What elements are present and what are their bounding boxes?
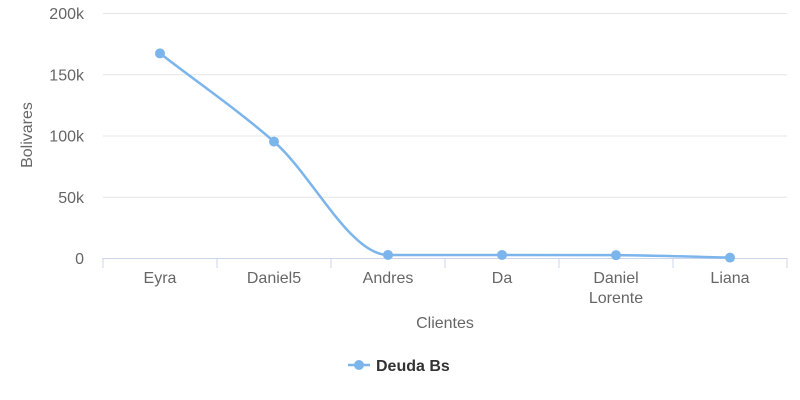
x-tick-label: Da — [492, 270, 513, 287]
x-axis — [102, 258, 788, 268]
data-point[interactable] — [725, 252, 735, 263]
x-tick-label: Daniel5 — [247, 270, 301, 287]
series-group — [155, 48, 735, 263]
legend[interactable]: Deuda Bs — [348, 358, 450, 375]
x-axis-tick-labels: Eyra Daniel5 Andres Da Daniel Lorente Liana — [144, 270, 750, 307]
x-tick-label: Daniel Lorente — [589, 270, 643, 307]
y-tick-label: 150k — [49, 67, 85, 84]
data-point[interactable] — [269, 136, 279, 147]
x-tick-label: Andres — [363, 270, 414, 287]
data-point[interactable] — [155, 48, 165, 59]
data-point[interactable] — [383, 249, 393, 260]
y-axis-tick-labels: 0 50k 100k 150k 200k — [49, 6, 85, 268]
x-tick-label: Liana — [710, 270, 749, 287]
y-axis-title: Bolivares — [19, 102, 36, 168]
legend-item[interactable]: Deuda Bs — [348, 358, 450, 375]
y-tick-label: 50k — [58, 190, 85, 207]
data-point[interactable] — [497, 249, 507, 260]
legend-marker-icon — [354, 360, 364, 370]
x-axis-title: Clientes — [416, 315, 474, 332]
x-tick-label: Eyra — [144, 270, 177, 287]
y-tick-label: 100k — [49, 129, 85, 146]
y-tick-label: 0 — [75, 251, 84, 268]
data-point[interactable] — [611, 250, 621, 261]
y-tick-label: 200k — [49, 6, 85, 23]
legend-label: Deuda Bs — [376, 358, 450, 375]
series-line — [158, 52, 732, 259]
gridlines — [103, 13, 787, 198]
